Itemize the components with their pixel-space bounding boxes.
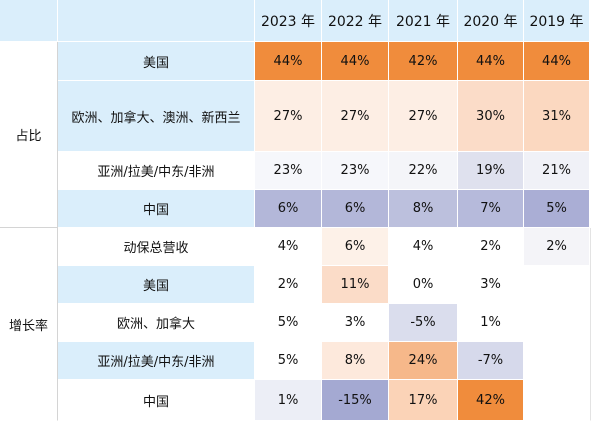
value-cell: 6% — [322, 190, 389, 228]
value-cell: 6% — [255, 190, 322, 228]
value-cell: 7% — [458, 190, 524, 228]
value-cell: 4% — [255, 228, 322, 266]
value-cell: 5% — [524, 190, 590, 228]
value-cell: 44% — [255, 42, 322, 81]
group-title-share: 占比 — [0, 42, 58, 228]
year-header: 2019 年 — [524, 0, 590, 42]
header-label-column — [58, 0, 255, 42]
value-cell — [524, 380, 590, 421]
year-header: 2022 年 — [322, 0, 389, 42]
value-cell: 27% — [255, 81, 322, 152]
value-cell: -15% — [322, 380, 389, 421]
value-cell: 44% — [524, 42, 590, 81]
year-header: 2020 年 — [458, 0, 524, 42]
value-cell — [524, 304, 590, 342]
value-cell: 24% — [389, 342, 458, 380]
value-cell: 6% — [322, 228, 389, 266]
group-title-growth: 增长率 — [0, 228, 58, 421]
header-corner — [0, 0, 58, 42]
value-cell: 2% — [524, 228, 590, 266]
value-cell: 44% — [322, 42, 389, 81]
row-label: 美国 — [58, 42, 255, 81]
row-label: 中国 — [58, 190, 255, 228]
year-header: 2023 年 — [255, 0, 322, 42]
value-cell: 31% — [524, 81, 590, 152]
row-label: 美国 — [58, 266, 255, 304]
row-label: 动保总营收 — [58, 228, 255, 266]
right-edge — [590, 0, 600, 228]
value-cell: 27% — [322, 81, 389, 152]
value-cell: -7% — [458, 342, 524, 380]
value-cell: 17% — [389, 380, 458, 421]
value-cell: 30% — [458, 81, 524, 152]
value-cell: 23% — [255, 152, 322, 190]
row-label: 亚洲/拉美/中东/非洲 — [58, 152, 255, 190]
value-cell: 11% — [322, 266, 389, 304]
value-cell: 3% — [458, 266, 524, 304]
value-cell: 0% — [389, 266, 458, 304]
value-cell: 5% — [255, 304, 322, 342]
value-cell: 8% — [389, 190, 458, 228]
value-cell: 8% — [322, 342, 389, 380]
value-cell: 4% — [389, 228, 458, 266]
row-label: 中国 — [58, 380, 255, 421]
value-cell: 1% — [255, 380, 322, 421]
value-cell — [524, 266, 590, 304]
value-cell: -5% — [389, 304, 458, 342]
value-cell: 5% — [255, 342, 322, 380]
value-cell — [524, 342, 590, 380]
year-header: 2021 年 — [389, 0, 458, 42]
value-cell: 21% — [524, 152, 590, 190]
value-cell: 23% — [322, 152, 389, 190]
value-cell: 42% — [389, 42, 458, 81]
row-label: 欧洲、加拿大 — [58, 304, 255, 342]
value-cell: 2% — [458, 228, 524, 266]
value-cell: 27% — [389, 81, 458, 152]
right-edge-lower — [590, 228, 600, 421]
value-cell: 42% — [458, 380, 524, 421]
value-cell: 44% — [458, 42, 524, 81]
value-cell: 2% — [255, 266, 322, 304]
value-cell: 3% — [322, 304, 389, 342]
row-label: 亚洲/拉美/中东/非洲 — [58, 342, 255, 380]
value-cell: 1% — [458, 304, 524, 342]
value-cell: 22% — [389, 152, 458, 190]
row-label: 欧洲、加拿大、澳洲、新西兰 — [58, 81, 255, 152]
value-cell: 19% — [458, 152, 524, 190]
